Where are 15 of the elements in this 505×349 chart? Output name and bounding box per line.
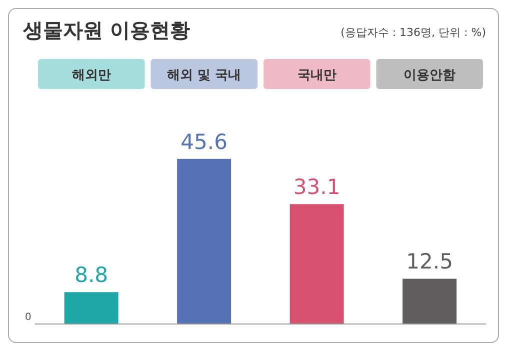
bar	[290, 204, 344, 324]
x-tick-label: 해외만	[72, 68, 111, 83]
x-tick-label: 해외 및 국내	[167, 68, 242, 83]
bar	[177, 158, 232, 324]
data-label: 45.6	[180, 130, 228, 154]
chart-subtitle: (응답자수 : 136명, 단위 : %)	[340, 25, 486, 40]
text: 0	[25, 312, 32, 323]
bar	[402, 278, 457, 324]
x-tick-label: 이용안함	[404, 68, 456, 83]
data-label: 12.5	[406, 250, 453, 274]
chart-title: 생물자원 이용현황	[23, 17, 190, 44]
bar	[64, 292, 118, 324]
data-label: 8.8	[74, 263, 108, 288]
data-label: 33.1	[293, 175, 340, 200]
x-tick-label: 국내만	[297, 68, 336, 83]
